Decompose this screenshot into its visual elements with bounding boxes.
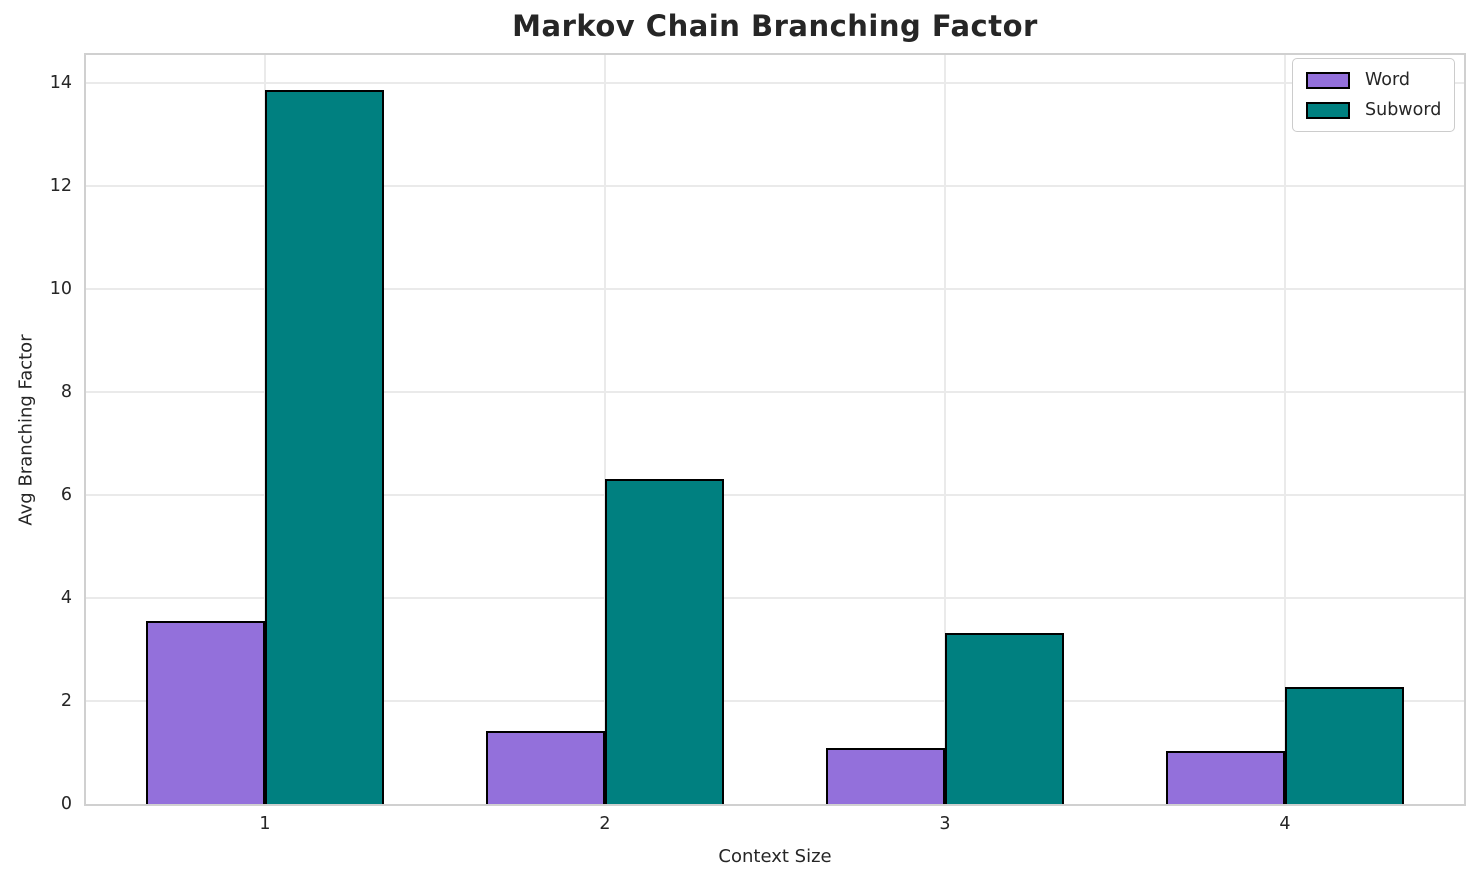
gridline-horizontal — [86, 699, 1464, 702]
bar-subword-1 — [265, 90, 384, 804]
gridline-vertical — [1284, 55, 1286, 804]
bar-word-4 — [1166, 751, 1285, 804]
gridline-horizontal — [86, 184, 1464, 187]
y-tick-label: 2 — [60, 690, 72, 711]
chart-title: Markov Chain Branching Factor — [512, 9, 1038, 43]
bar-subword-2 — [605, 479, 724, 804]
x-axis-label: Context Size — [718, 846, 832, 867]
gridline-horizontal — [86, 493, 1464, 496]
y-tick-label: 14 — [49, 72, 72, 93]
y-tick-label: 4 — [60, 587, 72, 608]
gridline-vertical — [604, 55, 606, 804]
legend-label-subword: Subword — [1365, 100, 1442, 120]
gridline-horizontal — [86, 287, 1464, 290]
y-tick-label: 12 — [49, 175, 72, 196]
gridline-horizontal — [86, 596, 1464, 599]
x-tick-label: 1 — [259, 814, 271, 834]
y-tick-label: 8 — [60, 381, 72, 402]
word-swatch — [1306, 71, 1350, 89]
bar-word-1 — [146, 621, 265, 804]
gridline-vertical — [944, 55, 946, 804]
y-tick-label: 10 — [49, 278, 72, 299]
x-tick-label: 3 — [939, 814, 951, 834]
legend-entry-subword: Subword — [1306, 99, 1441, 121]
bar-subword-3 — [945, 633, 1064, 804]
legend: Word Subword — [1292, 58, 1456, 132]
bar-subword-4 — [1285, 687, 1404, 804]
x-tick-label: 4 — [1279, 814, 1291, 834]
bar-word-2 — [486, 731, 605, 804]
y-tick-label: 0 — [60, 794, 72, 814]
bar-word-3 — [826, 748, 945, 804]
gridline-horizontal — [86, 390, 1464, 393]
plot-area — [84, 53, 1466, 806]
legend-label-word: Word — [1365, 70, 1410, 90]
gridline-horizontal — [86, 81, 1464, 84]
y-tick-label: 6 — [60, 484, 72, 505]
x-tick-label: 2 — [599, 814, 611, 834]
subword-swatch — [1306, 101, 1350, 119]
legend-entry-word: Word — [1306, 69, 1441, 91]
